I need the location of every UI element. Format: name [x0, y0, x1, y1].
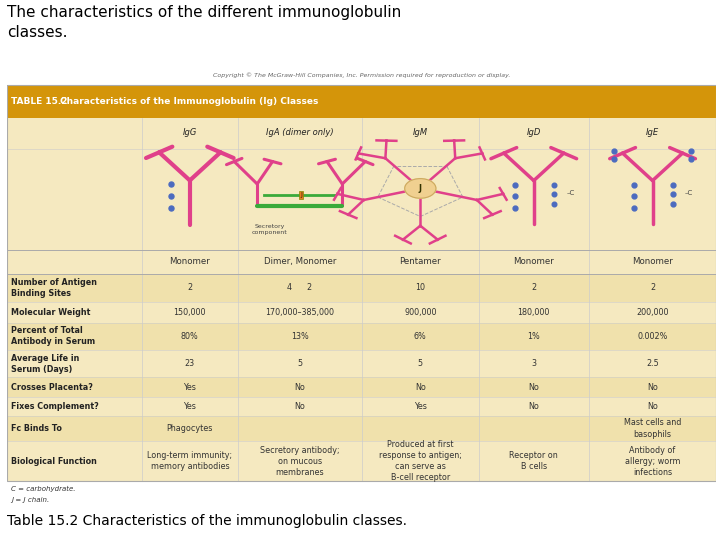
Text: 170,000–385,000: 170,000–385,000	[265, 308, 334, 316]
Text: 4      2: 4 2	[287, 284, 312, 292]
Text: 0.002%: 0.002%	[637, 332, 667, 341]
Text: Monomer: Monomer	[169, 258, 210, 266]
Text: No: No	[528, 382, 539, 392]
Text: 10: 10	[415, 284, 426, 292]
Text: C = carbohydrate.: C = carbohydrate.	[11, 486, 76, 492]
Text: 900,000: 900,000	[404, 308, 436, 316]
Bar	[7, 274, 716, 302]
Text: No: No	[647, 402, 658, 411]
Text: Fc Binds To: Fc Binds To	[12, 424, 63, 433]
Text: Phagocytes: Phagocytes	[166, 424, 213, 433]
Text: Yes: Yes	[414, 402, 427, 411]
Text: 180,000: 180,000	[518, 308, 550, 316]
Text: Copyright © The McGraw-Hill Companies, Inc. Permission required for reproduction: Copyright © The McGraw-Hill Companies, I…	[213, 72, 510, 78]
Text: 1%: 1%	[528, 332, 540, 341]
Text: Secretory
component: Secretory component	[252, 224, 288, 235]
Text: Table 15.2 Characteristics of the immunoglobulin classes.: Table 15.2 Characteristics of the immuno…	[7, 514, 408, 528]
Text: Pentamer: Pentamer	[400, 258, 441, 266]
Bar	[7, 85, 716, 118]
Text: Antibody of
allergy; worm
infections: Antibody of allergy; worm infections	[625, 446, 680, 477]
Bar	[7, 85, 716, 481]
Text: Produced at first
response to antigen;
can serve as
B-cell receptor: Produced at first response to antigen; c…	[379, 440, 462, 482]
Text: 2: 2	[187, 284, 192, 292]
Text: Long-term immunity;
memory antibodies: Long-term immunity; memory antibodies	[148, 451, 233, 471]
Text: 13%: 13%	[291, 332, 309, 341]
Text: IgE: IgE	[646, 128, 659, 137]
Text: 200,000: 200,000	[636, 308, 669, 316]
Text: J: J	[419, 184, 422, 193]
Text: Percent of Total
Antibody in Serum: Percent of Total Antibody in Serum	[12, 326, 96, 346]
Text: 80%: 80%	[181, 332, 199, 341]
Text: Secretory antibody;
on mucous
membranes: Secretory antibody; on mucous membranes	[260, 446, 340, 477]
Text: IgD: IgD	[526, 128, 541, 137]
Text: IgA (dimer only): IgA (dimer only)	[266, 128, 333, 137]
Text: J = J chain.: J = J chain.	[11, 497, 49, 503]
Text: J: J	[300, 192, 302, 198]
Text: No: No	[528, 402, 539, 411]
Text: 3: 3	[531, 359, 536, 368]
Text: Yes: Yes	[184, 382, 197, 392]
Text: Fixes Complement?: Fixes Complement?	[12, 402, 99, 411]
Text: IgG: IgG	[183, 128, 197, 137]
Text: IgM: IgM	[413, 128, 428, 137]
Text: Monomer: Monomer	[632, 258, 673, 266]
Text: No: No	[647, 382, 658, 392]
Text: Molecular Weight: Molecular Weight	[12, 308, 91, 316]
Text: 150,000: 150,000	[174, 308, 206, 316]
Text: Number of Antigen
Binding Sites: Number of Antigen Binding Sites	[12, 278, 97, 298]
Text: The characteristics of the different immunoglobulin
classes.: The characteristics of the different imm…	[7, 5, 402, 39]
Text: Dimer, Monomer: Dimer, Monomer	[264, 258, 336, 266]
Text: 23: 23	[185, 359, 195, 368]
Text: Receptor on
B cells: Receptor on B cells	[510, 451, 558, 471]
Circle shape	[405, 179, 436, 198]
Text: 2: 2	[650, 284, 655, 292]
Text: –C: –C	[685, 190, 693, 196]
Text: TABLE 15.2: TABLE 15.2	[11, 97, 67, 106]
Text: 6%: 6%	[414, 332, 427, 341]
Text: 5: 5	[418, 359, 423, 368]
Bar	[7, 322, 716, 350]
Text: Average Life in
Serum (Days): Average Life in Serum (Days)	[12, 354, 80, 374]
Text: –C: –C	[566, 190, 575, 196]
Text: Yes: Yes	[184, 402, 197, 411]
Text: Biological Function: Biological Function	[12, 457, 97, 465]
Text: 2.5: 2.5	[646, 359, 659, 368]
Bar	[7, 118, 716, 481]
Text: No: No	[415, 382, 426, 392]
Text: No: No	[294, 382, 305, 392]
Text: 5: 5	[297, 359, 302, 368]
Text: 2: 2	[531, 284, 536, 292]
Bar	[7, 416, 716, 441]
Text: Characteristics of the Immunoglobulin (Ig) Classes: Characteristics of the Immunoglobulin (I…	[60, 97, 319, 106]
Bar	[7, 377, 716, 397]
Text: Mast cells and
basophils: Mast cells and basophils	[624, 418, 681, 438]
Text: No: No	[294, 402, 305, 411]
Text: Monomer: Monomer	[513, 258, 554, 266]
Text: Crosses Placenta?: Crosses Placenta?	[12, 382, 94, 392]
